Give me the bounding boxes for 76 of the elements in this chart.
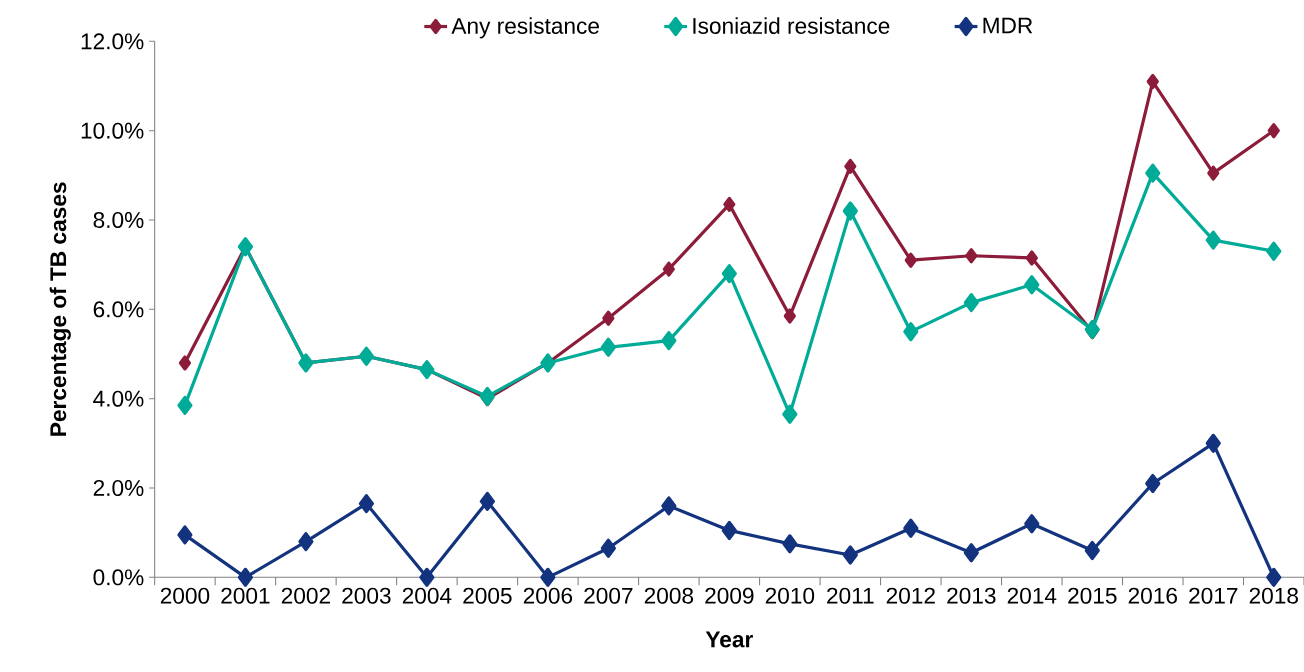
y-tick-label: 10.0% <box>81 122 144 139</box>
point <box>479 491 495 511</box>
point <box>177 395 193 415</box>
point <box>782 534 798 554</box>
point <box>1205 230 1221 250</box>
x-axis-title: Year <box>705 631 753 648</box>
x-tick-label: 2010 <box>765 587 815 604</box>
y-tick-label: 0.0% <box>93 569 144 586</box>
point <box>600 538 616 558</box>
point <box>723 196 736 212</box>
point <box>782 404 798 424</box>
point <box>721 264 737 284</box>
point <box>1084 319 1100 340</box>
y-tick-label: 4.0% <box>93 390 144 407</box>
x-tick-label: 2009 <box>705 587 754 604</box>
point <box>1205 433 1221 453</box>
point <box>1266 241 1282 261</box>
x-tick-label: 2000 <box>160 587 210 604</box>
x-tick-label: 2011 <box>827 587 874 604</box>
point <box>783 308 796 324</box>
x-tick-label: 2014 <box>1007 587 1057 604</box>
point <box>1025 250 1038 266</box>
point <box>963 293 979 313</box>
x-tick-label: 2002 <box>281 587 330 604</box>
point <box>178 355 192 371</box>
point <box>177 525 193 545</box>
point <box>540 567 556 587</box>
x-tick-label: 2018 <box>1249 587 1298 604</box>
x-tick-label: 2005 <box>463 587 512 604</box>
point <box>1024 514 1040 534</box>
point <box>1024 275 1040 295</box>
point <box>661 331 677 351</box>
point <box>662 261 675 277</box>
point <box>1267 123 1280 139</box>
point <box>842 201 858 221</box>
x-tick-label: 2008 <box>644 587 694 604</box>
y-tick-label: 2.0% <box>93 479 144 497</box>
point <box>1266 567 1282 587</box>
x-tick-label: 2001 <box>221 587 270 604</box>
x-tick-label: 2012 <box>886 587 935 604</box>
point <box>903 518 919 538</box>
point <box>844 158 857 174</box>
point <box>1146 73 1159 90</box>
point <box>965 248 978 264</box>
x-tick-label: 2017 <box>1189 587 1238 604</box>
legend-label: MDR <box>983 17 1033 34</box>
point <box>479 386 495 407</box>
point <box>600 337 616 357</box>
point <box>1145 163 1161 183</box>
x-tick-label: 2003 <box>342 587 391 604</box>
point <box>903 322 919 342</box>
x-tick-label: 2004 <box>402 587 452 604</box>
x-tick-label: 2007 <box>584 587 633 604</box>
point <box>602 310 615 326</box>
y-axis-title: Percentage of TB cases <box>49 182 71 436</box>
x-tick-label: 2013 <box>947 587 996 604</box>
point <box>1084 540 1100 561</box>
legend-label: Any resistance <box>451 17 599 39</box>
point <box>1145 473 1161 494</box>
point <box>237 567 253 587</box>
point <box>661 496 677 516</box>
y-tick-label: 12.0% <box>81 33 144 50</box>
point <box>721 520 737 541</box>
point <box>842 545 858 565</box>
point <box>298 532 314 552</box>
point <box>358 494 374 514</box>
point <box>963 543 979 563</box>
x-tick-label: 2015 <box>1068 587 1117 604</box>
y-tick-label: 6.0% <box>93 301 144 318</box>
point <box>419 567 435 587</box>
legend-label: Isoniazid resistance <box>693 17 890 34</box>
x-tick-label: 2006 <box>523 587 573 604</box>
x-tick-label: 2016 <box>1128 587 1177 604</box>
point <box>1207 165 1220 181</box>
y-tick-label: 8.0% <box>93 211 144 229</box>
point <box>904 252 917 268</box>
